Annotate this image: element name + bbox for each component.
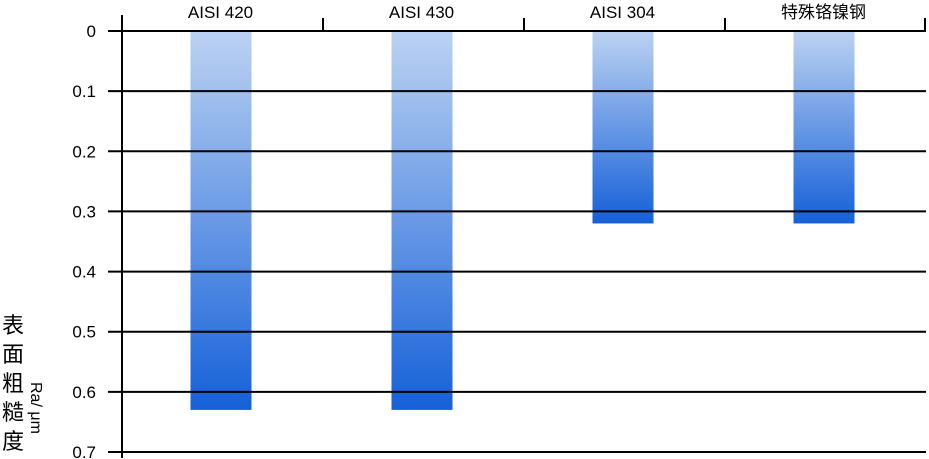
y-tick-label: 0.5 bbox=[72, 323, 96, 342]
bar-0 bbox=[190, 31, 252, 410]
bar-2 bbox=[592, 31, 654, 224]
bar-1 bbox=[391, 31, 453, 410]
category-label: AISI 304 bbox=[590, 3, 655, 22]
y-tick-label: 0.3 bbox=[72, 202, 96, 221]
category-label: AISI 420 bbox=[188, 3, 253, 22]
y-axis-unit: Ra/ μm bbox=[27, 382, 44, 434]
category-label: 特殊铬镍钢 bbox=[781, 3, 866, 22]
y-tick-label: 0.2 bbox=[72, 142, 96, 161]
y-tick-label: 0 bbox=[87, 22, 96, 41]
y-tick-label: 0.7 bbox=[72, 443, 96, 459]
y-tick-label: 0.6 bbox=[72, 383, 96, 402]
y-tick-label: 0.4 bbox=[72, 263, 96, 282]
category-label: AISI 430 bbox=[389, 3, 454, 22]
bar-3 bbox=[793, 31, 855, 224]
y-tick-label: 0.1 bbox=[72, 82, 96, 101]
y-axis-label: 表面粗糙度 bbox=[1, 313, 24, 454]
